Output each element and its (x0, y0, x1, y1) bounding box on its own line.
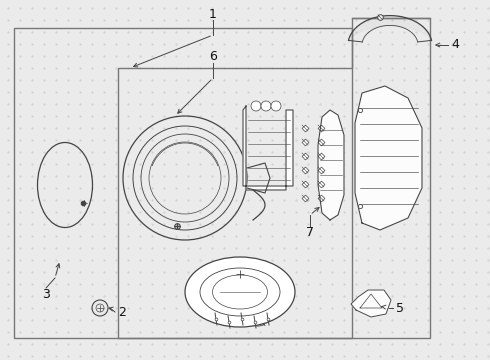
Text: 6: 6 (209, 50, 217, 63)
Text: 5: 5 (396, 302, 404, 315)
Text: 1: 1 (209, 8, 217, 21)
Circle shape (261, 101, 271, 111)
Circle shape (271, 101, 281, 111)
Ellipse shape (185, 257, 295, 327)
Polygon shape (243, 106, 293, 190)
Text: 3: 3 (42, 288, 50, 302)
Circle shape (251, 101, 261, 111)
Bar (14, 28, 352, 338)
Text: 4: 4 (451, 39, 459, 51)
Polygon shape (351, 290, 391, 317)
Polygon shape (355, 86, 422, 230)
Polygon shape (318, 110, 344, 220)
Text: 2: 2 (118, 306, 126, 319)
Text: 7: 7 (306, 225, 314, 238)
